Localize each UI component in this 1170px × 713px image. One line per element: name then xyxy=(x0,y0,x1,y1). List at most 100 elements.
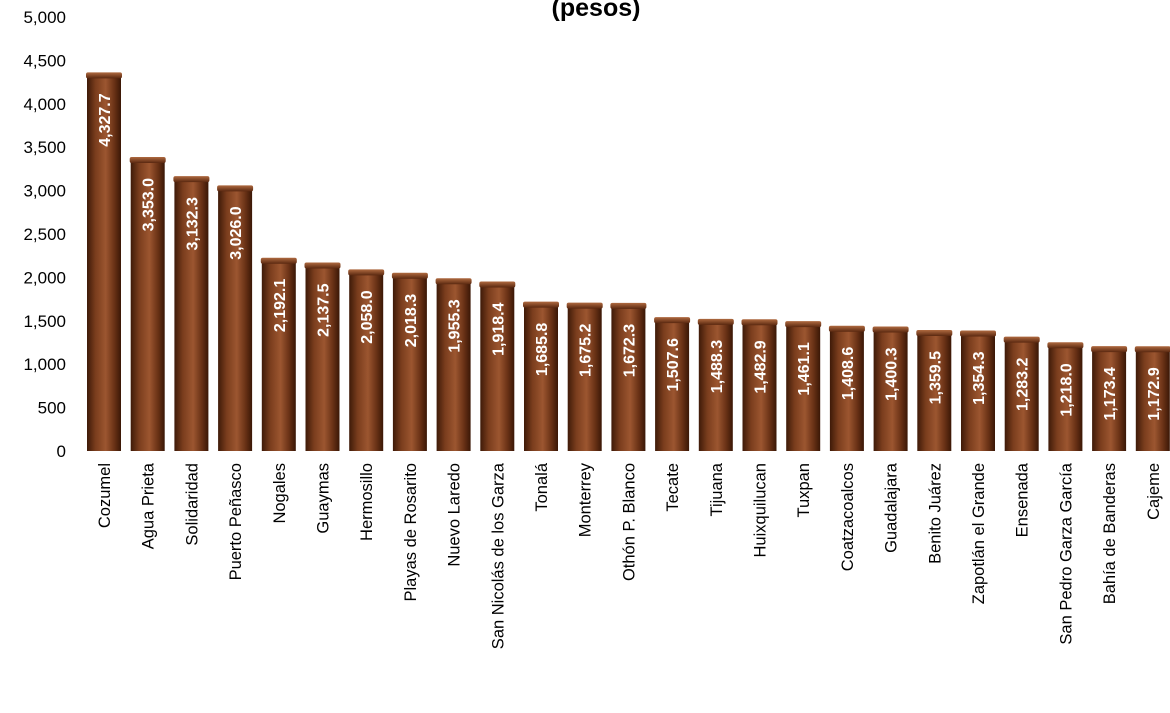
data-label: 1,488.3 xyxy=(709,340,726,393)
y-tick-label: 0 xyxy=(57,442,66,461)
data-label: 1,400.3 xyxy=(884,347,901,400)
y-axis: 0 500 1,000 1,500 2,000 2,500 3,000 3,500 4,000 4… xyxy=(23,8,66,461)
bar xyxy=(828,325,865,451)
y-tick-label: 2,500 xyxy=(23,225,66,244)
y-tick-label: 2,000 xyxy=(23,268,66,287)
bar-body xyxy=(349,272,384,451)
bar-cap xyxy=(610,302,647,309)
bar-body xyxy=(698,321,733,451)
bar xyxy=(741,319,778,451)
x-tick-label: Benito Juárez xyxy=(926,463,944,564)
bar-cap xyxy=(479,281,516,288)
bar-body xyxy=(1092,349,1127,451)
data-label: 1,461.1 xyxy=(796,342,813,395)
y-tick-label: 1,500 xyxy=(23,312,66,331)
x-tick-label: Hermosillo xyxy=(358,463,376,541)
bar-body xyxy=(524,304,558,451)
bar-cap xyxy=(173,176,210,183)
data-label: 1,507.6 xyxy=(665,338,682,391)
x-tick-label: Solidaridad xyxy=(183,463,201,546)
bar-body xyxy=(392,275,427,451)
data-label: 1,672.3 xyxy=(621,324,638,377)
y-tick-label: 4,500 xyxy=(23,51,66,70)
bar-body xyxy=(174,179,209,451)
x-tick-label: Tonalá xyxy=(533,462,551,511)
x-tick-label: Puerto Peñasco xyxy=(227,463,245,580)
data-label: 1,173.4 xyxy=(1102,367,1119,420)
bar xyxy=(785,321,822,451)
bar-cap xyxy=(916,329,953,336)
x-tick-label: Playas de Rosarito xyxy=(402,463,420,601)
bar-body xyxy=(305,265,340,451)
bar-body xyxy=(742,322,777,451)
data-label: 1,283.2 xyxy=(1015,358,1032,411)
bar-cap xyxy=(960,330,996,337)
bar xyxy=(960,330,996,451)
bar-body xyxy=(1004,339,1039,451)
data-label: 3,026.0 xyxy=(228,206,245,259)
bar-cap xyxy=(1091,346,1128,353)
data-label: 4,327.7 xyxy=(97,93,114,146)
bar-cap xyxy=(697,318,734,325)
bar-body xyxy=(917,332,952,451)
bar-cap xyxy=(348,269,385,276)
bar xyxy=(916,329,953,451)
bar-cap xyxy=(828,325,865,332)
x-tick-label: Zapotlán el Grande xyxy=(970,463,988,604)
bar xyxy=(173,176,210,451)
y-tick-label: 500 xyxy=(38,399,66,418)
y-tick-label: 5,000 xyxy=(23,8,66,27)
bar-cap xyxy=(1003,336,1040,343)
x-tick-label: Guaymas xyxy=(315,463,333,534)
bar-cap xyxy=(129,156,166,163)
bar xyxy=(1047,342,1084,451)
bar-body xyxy=(611,305,646,451)
bar-body xyxy=(655,320,690,451)
data-label: 3,353.0 xyxy=(141,178,158,231)
data-label: 2,192.1 xyxy=(272,279,289,332)
bar-cap xyxy=(872,326,909,333)
data-label: 3,132.3 xyxy=(184,197,201,250)
bar-body xyxy=(436,281,471,451)
data-label: 1,218.0 xyxy=(1058,363,1075,416)
bar-body xyxy=(1048,345,1083,451)
x-tick-label: Agua Prieta xyxy=(140,462,158,549)
chart-title: (pesos) xyxy=(552,0,641,22)
bar xyxy=(391,272,428,451)
bar-body xyxy=(567,305,602,451)
bar xyxy=(872,326,909,451)
bar-cap xyxy=(391,272,428,279)
bar-cap xyxy=(304,262,341,269)
data-label: 1,955.3 xyxy=(447,299,464,352)
data-label: 1,359.5 xyxy=(927,351,944,404)
y-tick-label: 4,000 xyxy=(23,95,66,114)
bar xyxy=(86,72,122,451)
x-tick-label: Tijuana xyxy=(708,462,726,516)
data-label: 2,137.5 xyxy=(316,283,333,336)
data-label: 2,018.3 xyxy=(403,294,420,347)
bar-body xyxy=(873,329,908,451)
bar-cap xyxy=(654,317,691,324)
y-tick-label: 1,000 xyxy=(23,355,66,374)
y-tick-label: 3,000 xyxy=(23,182,66,201)
x-tick-label: Othón P. Blanco xyxy=(620,463,638,581)
bar-cap xyxy=(1047,342,1084,349)
bar xyxy=(1003,336,1040,451)
x-tick-label: Cozumel xyxy=(96,463,114,528)
bars xyxy=(86,72,1170,451)
x-tick-label: Nuevo Laredo xyxy=(446,463,464,567)
bar-body xyxy=(829,328,864,451)
bar-body xyxy=(218,188,253,451)
y-tick-label: 3,500 xyxy=(23,138,66,157)
data-labels: 4,327.7 3,353.0 3,132.3 3,026.0 2,192.1 2,137… xyxy=(97,93,1163,420)
bar xyxy=(523,301,559,451)
data-label: 1,172.9 xyxy=(1146,367,1163,420)
bar-cap xyxy=(785,321,822,328)
x-tick-label: San Pedro Garza García xyxy=(1057,462,1075,644)
x-tick-label: Cajeme xyxy=(1145,463,1163,520)
bar xyxy=(304,262,341,451)
x-tick-label: Coatzacoalcos xyxy=(839,463,857,571)
data-label: 1,354.3 xyxy=(971,351,988,404)
bar xyxy=(129,156,166,451)
